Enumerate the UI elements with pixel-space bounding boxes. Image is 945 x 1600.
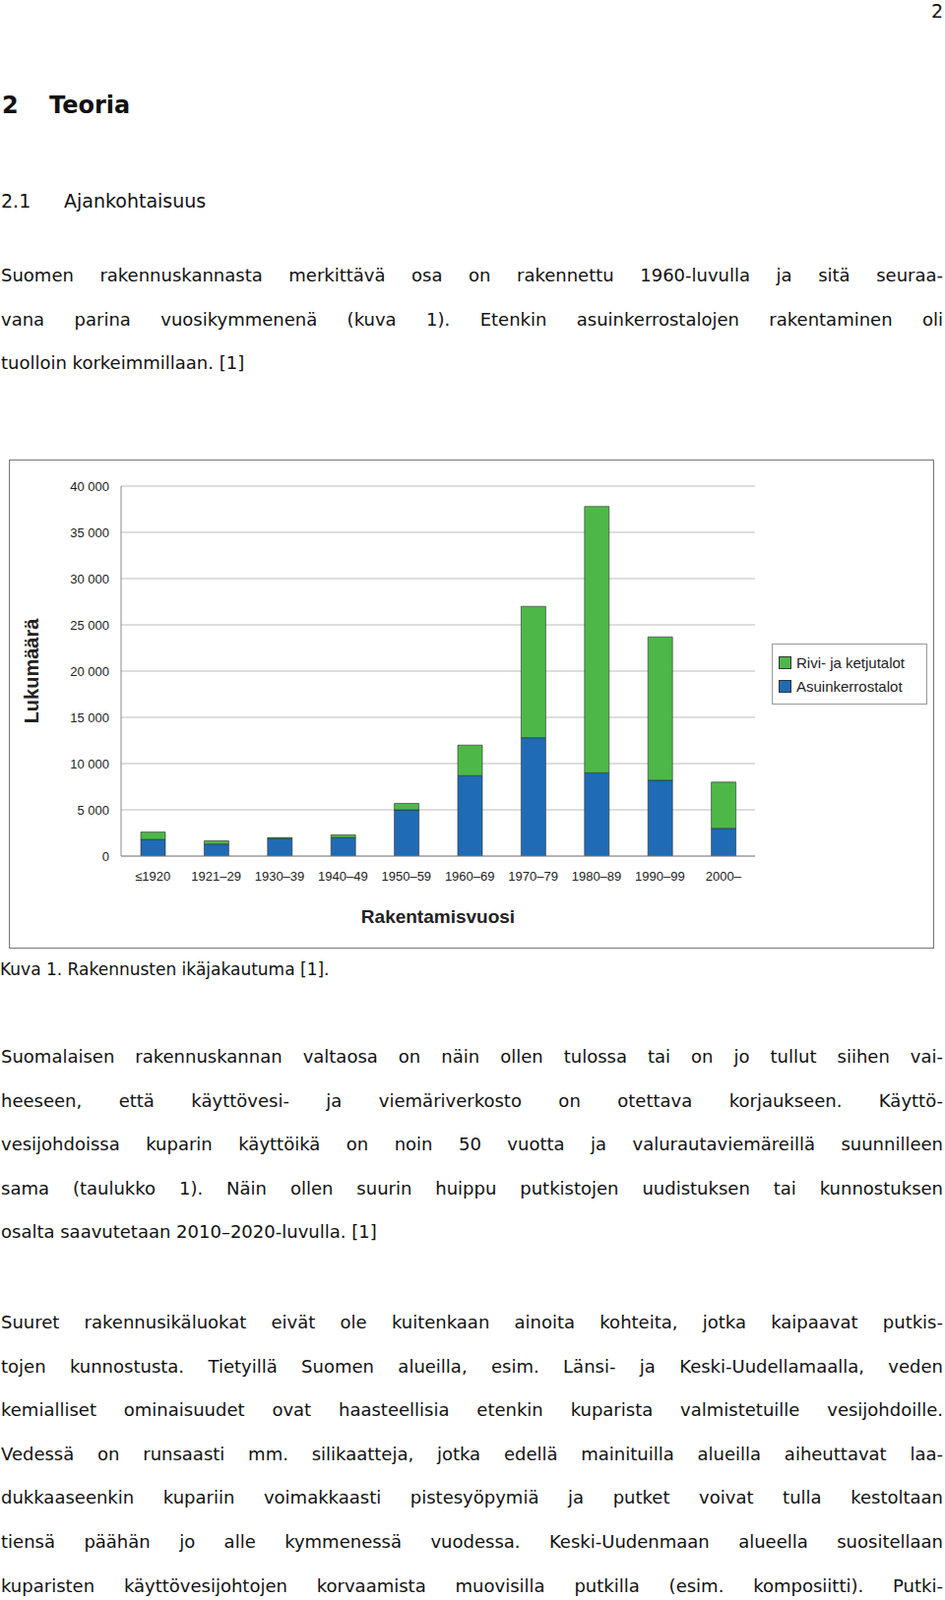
html-text:Suomalaisen rakennuskannan val: Suomalaisen rakennuskannan valtaosa on n… bbox=[0, 1046, 944, 1068]
html-text:Kuva 1. Rakennusten ikäjakautu: Kuva 1. Rakennusten ikäjakautuma [1]. bbox=[0, 959, 330, 980]
html-text:Ajankohtaisuus: Ajankohtaisuus bbox=[63, 189, 206, 212]
svg-text:Lukumäärä: Lukumäärä bbox=[20, 618, 43, 725]
html-text:osalta saavutetaan 2010–2020-l: osalta saavutetaan 2010–2020-luvulla. [1… bbox=[0, 1222, 377, 1243]
html-text:vana parina vuosikymmenenä (ku: vana parina vuosikymmenenä (kuva 1). Ete… bbox=[0, 308, 944, 330]
html-text:tuolloin korkeimmillaan. [1]: tuolloin korkeimmillaan. [1] bbox=[0, 352, 245, 374]
html-text:vesijohdoissa kuparin käyttöik: vesijohdoissa kuparin käyttöikä on noin … bbox=[0, 1134, 944, 1155]
svg-text:1930–39: 1930–39 bbox=[254, 869, 306, 884]
html-text:Suomen rakennuskannasta merkit: Suomen rakennuskannasta merkittävä osa o… bbox=[0, 264, 944, 286]
html-text:heeseen, että käyttövesi- ja v: heeseen, että käyttövesi- ja viemäriverk… bbox=[0, 1090, 944, 1111]
svg-text:20 000: 20 000 bbox=[69, 664, 110, 680]
svg-text:1970–79: 1970–79 bbox=[507, 869, 559, 884]
html-text:kemialliset ominaisuudet ovat: kemialliset ominaisuudet ovat haasteelli… bbox=[0, 1399, 944, 1421]
html-text:2: 2 bbox=[1, 91, 19, 120]
svg-text:10 000: 10 000 bbox=[69, 756, 110, 772]
svg-text:1921–29: 1921–29 bbox=[190, 869, 242, 884]
html-text:Teoria: Teoria bbox=[49, 91, 131, 120]
svg-text:2000–: 2000– bbox=[705, 869, 743, 884]
html-text:Vedessä on runsaasti mm. silik: Vedessä on runsaasti mm. silikaatteja, j… bbox=[0, 1443, 944, 1465]
html-text:sama (taulukko 1). Näin ollen: sama (taulukko 1). Näin ollen suurin hui… bbox=[0, 1178, 944, 1199]
html-text:tojen kunnostusta. Tietyillä S: tojen kunnostusta. Tietyillä Suomen alue… bbox=[0, 1356, 944, 1377]
svg-text:40 000: 40 000 bbox=[69, 479, 110, 495]
svg-text:0: 0 bbox=[102, 849, 110, 865]
svg-text:5 000: 5 000 bbox=[76, 803, 110, 819]
svg-text:1940–49: 1940–49 bbox=[317, 869, 369, 884]
html-text:Rivi- ja ketjutalot: Rivi- ja ketjutalot bbox=[796, 654, 905, 671]
svg-text:1950–59: 1950–59 bbox=[380, 869, 432, 884]
html-text:kuparisten käyttövesijohtojen: kuparisten käyttövesijohtojen korvaamist… bbox=[0, 1575, 944, 1597]
html-text:tiensä päähän jo alle kymmenes: tiensä päähän jo alle kymmenessä vuodess… bbox=[0, 1531, 944, 1553]
svg-text:1980–89: 1980–89 bbox=[571, 869, 623, 884]
html-text:dukkaaseenkin kupariin voimakk: dukkaaseenkin kupariin voimakkaasti pist… bbox=[0, 1487, 944, 1509]
svg-text:≤1920: ≤1920 bbox=[134, 869, 171, 884]
svg-text:Rakentamisvuosi: Rakentamisvuosi bbox=[361, 906, 515, 928]
html-text:Asuinkerrostalot: Asuinkerrostalot bbox=[796, 677, 903, 695]
svg-text:1990–99: 1990–99 bbox=[634, 869, 686, 884]
svg-text:25 000: 25 000 bbox=[69, 618, 110, 633]
html-text:Suuret rakennusikäluokat eivät: Suuret rakennusikäluokat eivät ole kuite… bbox=[0, 1312, 944, 1333]
html-text:2.1: 2.1 bbox=[0, 189, 31, 212]
svg-text:30 000: 30 000 bbox=[69, 571, 110, 587]
svg-text:15 000: 15 000 bbox=[69, 710, 110, 726]
svg-text:35 000: 35 000 bbox=[69, 525, 110, 541]
svg-text:1960–69: 1960–69 bbox=[444, 869, 496, 884]
html-text:2: 2 bbox=[931, 0, 944, 22]
